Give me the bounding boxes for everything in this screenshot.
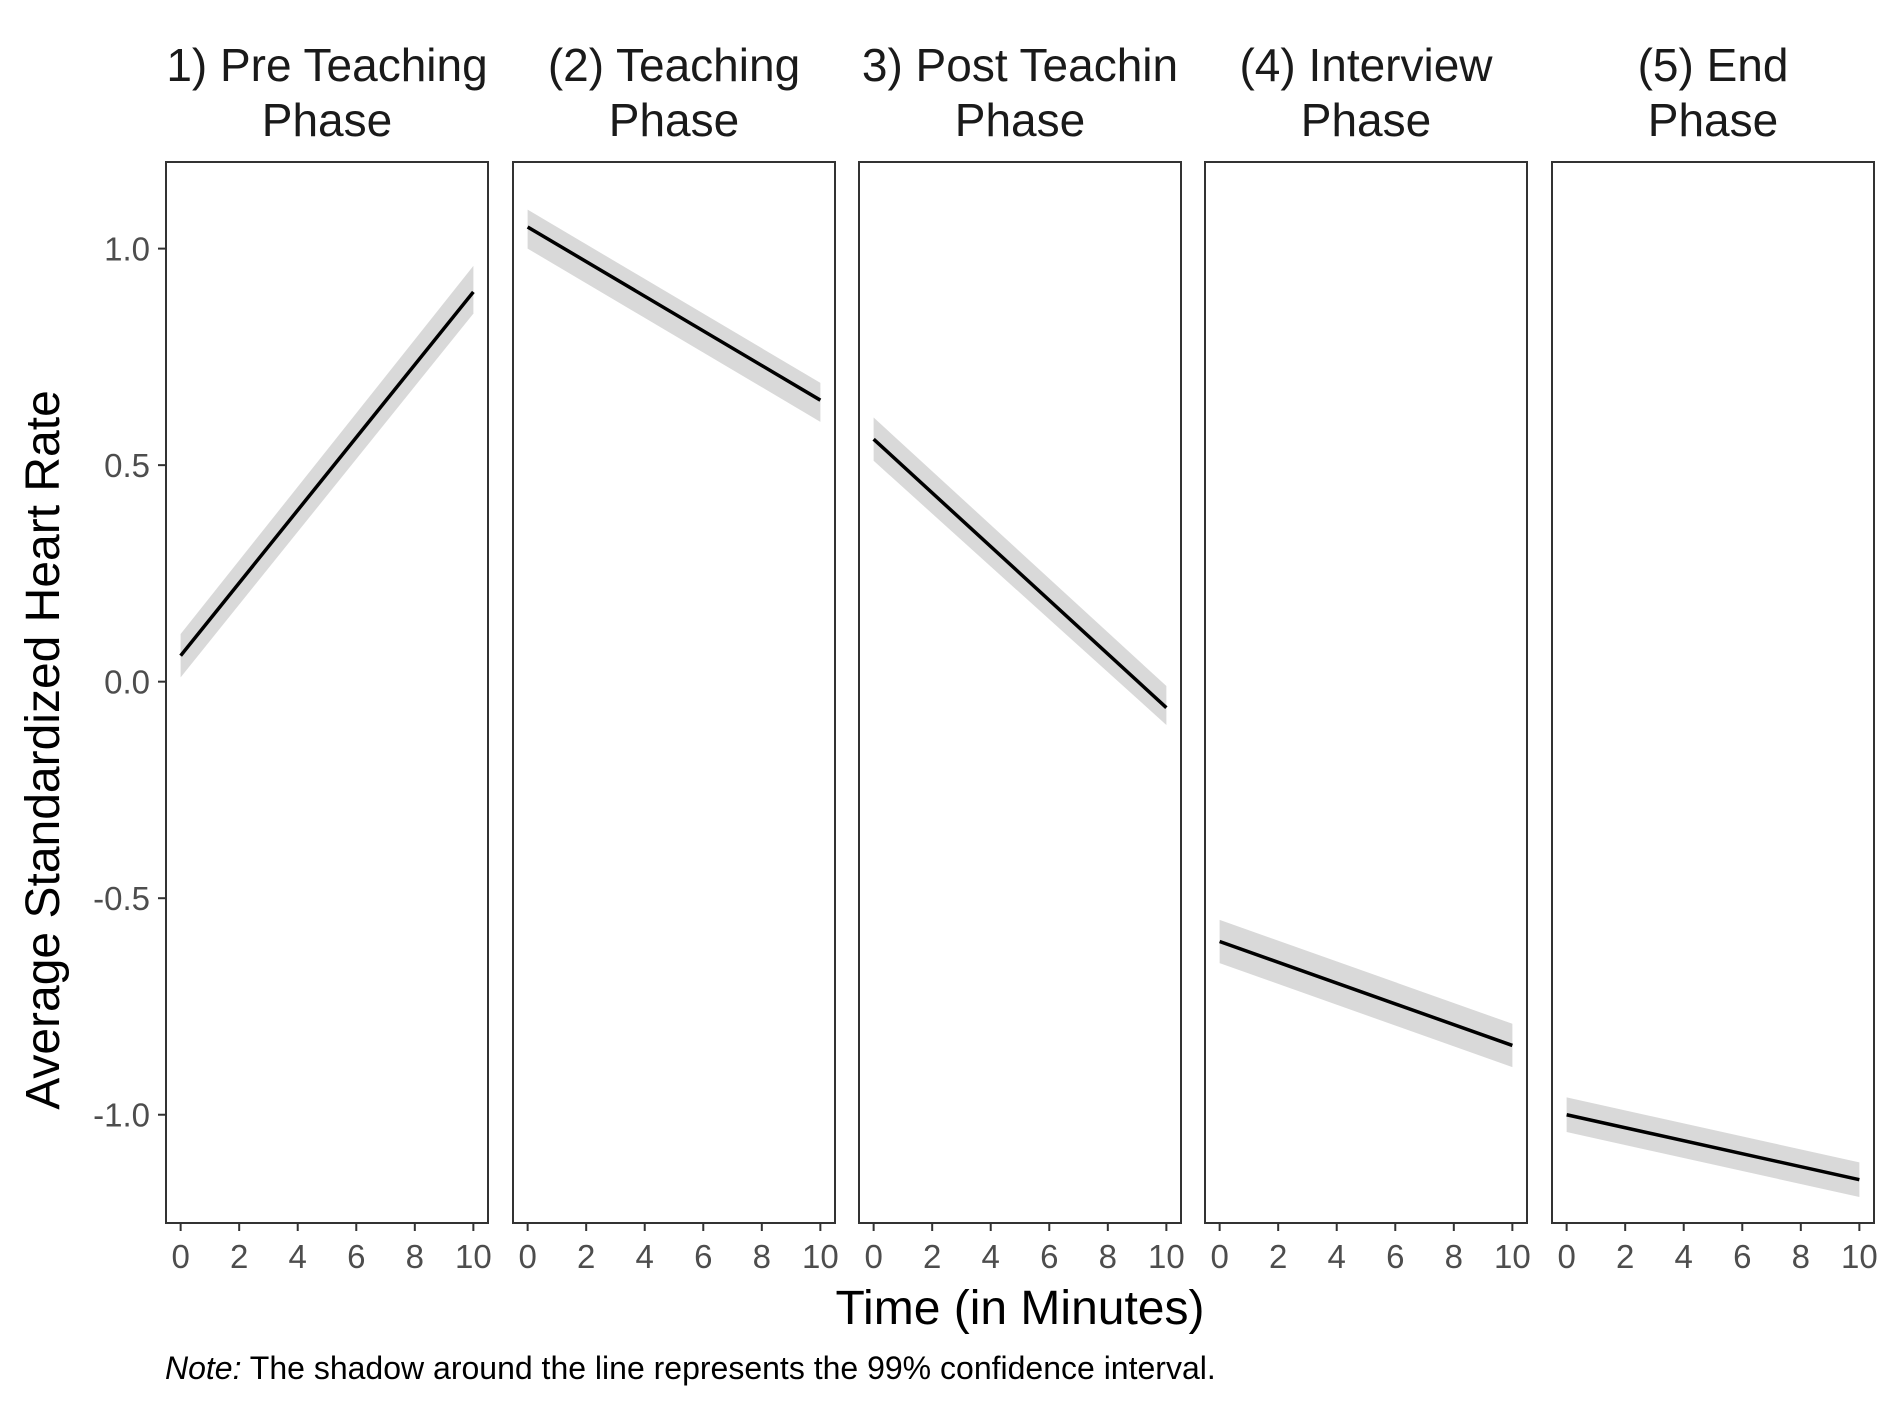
x-tick-label: 10 (1494, 1238, 1531, 1275)
y-tick-label: 1.0 (104, 231, 150, 268)
facet-title-line: Phase (262, 94, 392, 146)
figure-note: Note: The shadow around the line represe… (165, 1350, 1216, 1387)
x-tick-label: 10 (1841, 1238, 1878, 1275)
x-tick-label: 4 (1328, 1238, 1346, 1275)
facet-title-line: 1) Pre Teaching (166, 39, 487, 91)
x-tick-label: 10 (455, 1238, 492, 1275)
x-tick-label: 8 (406, 1238, 424, 1275)
facet-title-line: (2) Teaching (548, 39, 800, 91)
trend-line (526, 225, 822, 402)
panel-plot-area (872, 417, 1168, 725)
x-tick-label: 0 (864, 1238, 882, 1275)
facet-title-line: (5) End (1638, 39, 1789, 91)
panel-border (512, 161, 836, 1224)
x-tick-label: 0 (1557, 1238, 1575, 1275)
panel-border (165, 161, 489, 1224)
x-tick-label: 4 (1675, 1238, 1693, 1275)
x-tick-label: 0 (1210, 1238, 1228, 1275)
facet-title-line: (4) Interview (1239, 39, 1493, 91)
facet-title-line: Phase (609, 94, 739, 146)
panel-border (1551, 161, 1875, 1224)
trend-line (1566, 1113, 1860, 1182)
x-tick-label: 8 (753, 1238, 771, 1275)
x-tick-label: 6 (347, 1238, 365, 1275)
panel-border (858, 161, 1182, 1224)
x-tick-label: 0 (518, 1238, 536, 1275)
panel-plot-area (1566, 1097, 1860, 1198)
y-tick-label: 0.0 (104, 664, 150, 701)
x-tick-label: 2 (1616, 1238, 1634, 1275)
y-tick-label: -0.5 (93, 880, 150, 917)
x-tick-label: 2 (923, 1238, 941, 1275)
x-tick-label: 4 (636, 1238, 654, 1275)
x-tick-label: 6 (1386, 1238, 1404, 1275)
x-axis-title: Time (in Minutes) (836, 1282, 1205, 1335)
x-tick-label: 2 (230, 1238, 248, 1275)
x-tick-label: 2 (1269, 1238, 1287, 1275)
note-text: The shadow around the line represents th… (241, 1350, 1216, 1386)
y-tick-label: 0.5 (104, 447, 150, 484)
x-tick-label: 8 (1445, 1238, 1463, 1275)
x-tick-label: 4 (982, 1238, 1000, 1275)
facet-title-line: Phase (1301, 94, 1431, 146)
trend-line (1219, 939, 1513, 1048)
x-tick-label: 4 (289, 1238, 307, 1275)
facet-title-line: Phase (955, 94, 1085, 146)
x-tick-label: 8 (1099, 1238, 1117, 1275)
y-tick-label: -1.0 (93, 1097, 150, 1134)
trend-line (872, 437, 1168, 709)
x-tick-label: 2 (577, 1238, 595, 1275)
facet-title-line: 3) Post Teachin (862, 39, 1178, 91)
trend-line (179, 290, 475, 657)
confidence-ribbon (527, 209, 821, 422)
x-tick-label: 10 (1148, 1238, 1185, 1275)
facet-title-line: Phase (1648, 94, 1778, 146)
x-tick-label: 0 (171, 1238, 189, 1275)
x-tick-label: 10 (802, 1238, 839, 1275)
x-tick-label: 6 (1040, 1238, 1058, 1275)
panel-border (1204, 161, 1528, 1224)
x-tick-label: 6 (694, 1238, 712, 1275)
x-tick-label: 8 (1792, 1238, 1810, 1275)
x-tick-label: 6 (1733, 1238, 1751, 1275)
panel-plot-area (1219, 919, 1513, 1068)
y-axis-title: Average Standardized Heart Rate (17, 390, 70, 1110)
panel-plot-area (526, 209, 822, 422)
panel-plot-area (179, 265, 475, 678)
note-label: Note: (165, 1350, 242, 1386)
